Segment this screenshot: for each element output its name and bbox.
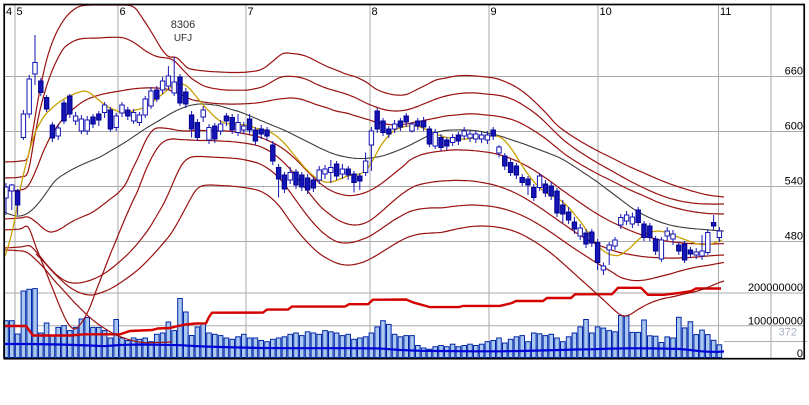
svg-text:UFJ: UFJ — [174, 33, 192, 44]
svg-text:100000000: 100000000 — [748, 316, 803, 328]
svg-text:0: 0 — [797, 348, 803, 360]
svg-text:9: 9 — [491, 6, 497, 18]
svg-text:11: 11 — [720, 6, 731, 18]
svg-text:7: 7 — [248, 6, 254, 18]
svg-text:10: 10 — [600, 6, 612, 18]
svg-text:200000000: 200000000 — [748, 282, 803, 294]
svg-text:8306: 8306 — [171, 19, 195, 31]
svg-text:8: 8 — [372, 6, 378, 18]
svg-text:372: 372 — [779, 327, 797, 339]
svg-text:480: 480 — [785, 231, 803, 243]
svg-text:540: 540 — [785, 176, 803, 188]
svg-text:4: 4 — [6, 6, 12, 18]
svg-text:660: 660 — [785, 66, 803, 78]
svg-text:600: 600 — [785, 121, 803, 133]
svg-text:5: 5 — [17, 6, 23, 18]
svg-text:6: 6 — [120, 6, 126, 18]
